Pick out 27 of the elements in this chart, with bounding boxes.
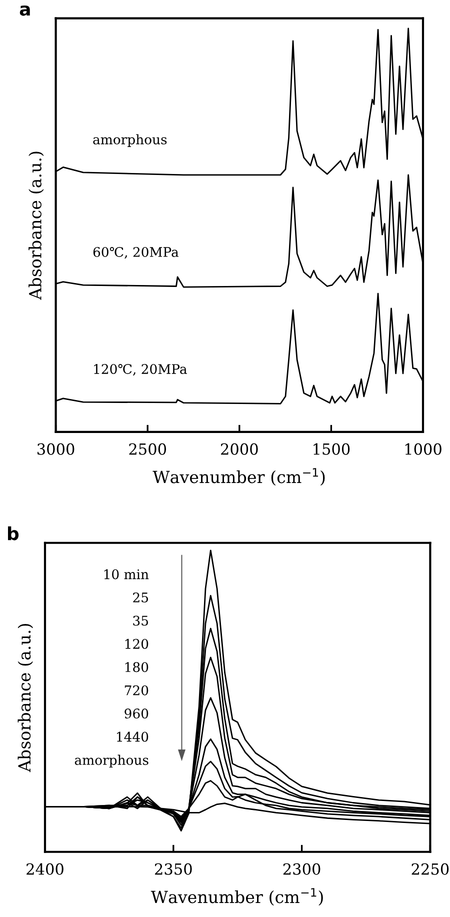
annotation: 720 [124,685,148,696]
x-tick-label: 2300 [283,863,320,875]
series-label: 120℃, 20MPa [94,364,187,376]
x-tick-label: 2400 [26,863,64,875]
series-label: amorphous [93,134,167,147]
annotation: 35 [133,616,148,626]
y-axis-title: Absorbance (a.u.) [28,152,44,300]
x-tick-label: 3000 [38,443,74,455]
annotation: 120 [125,638,148,649]
annotation: 10 min [104,569,149,580]
y-axis-title: Absorbance (a.u.) [18,624,34,772]
x-tick-label: 2500 [129,443,166,455]
annotation: 1440 [117,732,148,742]
chart-title: a [20,5,30,16]
x-tick-label: 2000 [220,443,258,455]
chart-title: b [8,526,19,540]
x-tick-label: 1500 [314,443,350,455]
annotation: 180 [125,662,148,672]
x-tick-label: 2250 [412,863,449,875]
annotation: 960 [124,708,148,719]
series-label: 60℃, 20MPa [93,247,179,259]
x-axis-title: Wavenumber (cm$^{−1}$) [150,888,323,906]
annotation: amorphous [74,754,148,768]
x-axis-title: Wavenumber (cm$^{−1}$) [152,468,325,486]
x-tick-label: 2350 [154,863,192,875]
x-tick-label: 1000 [405,443,442,455]
annotation: 25 [133,592,148,602]
